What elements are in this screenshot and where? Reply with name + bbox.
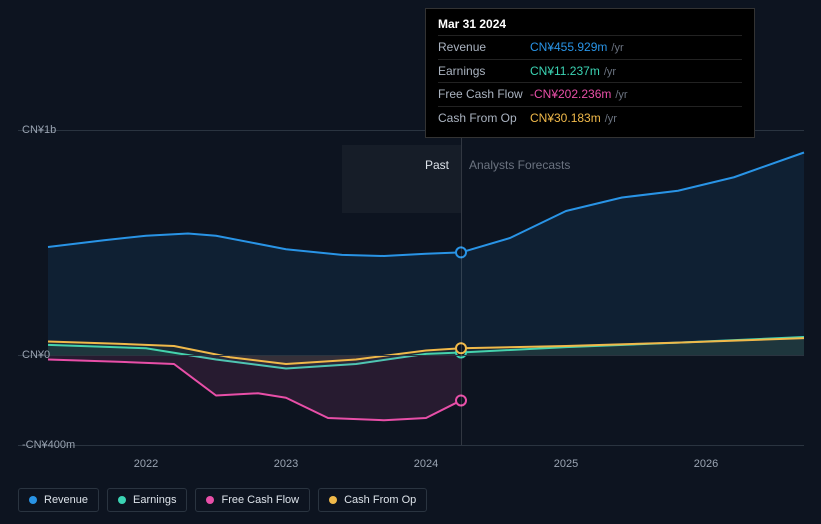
tooltip-row-label: Revenue	[438, 38, 530, 56]
tooltip-row-label: Cash From Op	[438, 109, 530, 127]
legend-item-earnings[interactable]: Earnings	[107, 488, 187, 512]
x-axis-label: 2023	[274, 458, 298, 470]
legend-label: Cash From Op	[344, 494, 416, 506]
chart-legend: Revenue Earnings Free Cash Flow Cash From O…	[18, 488, 427, 512]
tooltip-row-value: CN¥455.929m	[530, 38, 607, 56]
tooltip-row-suffix: /yr	[615, 87, 627, 104]
tooltip-row-suffix: /yr	[605, 111, 617, 128]
chart-tooltip: Mar 31 2024 RevenueCN¥455.929m/yrEarning…	[425, 8, 755, 138]
past-shade-band	[342, 145, 461, 213]
tooltip-row: RevenueCN¥455.929m/yr	[438, 35, 742, 59]
y-axis-label: CN¥0	[22, 349, 50, 361]
tooltip-row-value: -CN¥202.236m	[530, 85, 611, 103]
legend-dot	[29, 496, 37, 504]
gridline	[18, 445, 804, 446]
legend-dot	[206, 496, 214, 504]
legend-label: Free Cash Flow	[221, 494, 299, 506]
x-axis-label: 2022	[134, 458, 158, 470]
tooltip-row-suffix: /yr	[611, 40, 623, 57]
legend-label: Revenue	[44, 494, 88, 506]
y-axis-label: -CN¥400m	[22, 439, 75, 451]
tooltip-row-suffix: /yr	[604, 64, 616, 81]
x-axis-label: 2024	[414, 458, 438, 470]
legend-dot	[118, 496, 126, 504]
tooltip-row-label: Earnings	[438, 62, 530, 80]
legend-label: Earnings	[133, 494, 176, 506]
past-label: Past	[425, 158, 449, 172]
forecast-label: Analysts Forecasts	[469, 158, 570, 172]
tooltip-row: EarningsCN¥11.237m/yr	[438, 59, 742, 83]
legend-item-revenue[interactable]: Revenue	[18, 488, 99, 512]
legend-item-free-cash-flow[interactable]: Free Cash Flow	[195, 488, 310, 512]
tooltip-row-value: CN¥11.237m	[530, 62, 600, 80]
gridline	[18, 355, 804, 356]
tooltip-row: Cash From OpCN¥30.183m/yr	[438, 106, 742, 130]
x-axis-label: 2025	[554, 458, 578, 470]
tooltip-row: Free Cash Flow-CN¥202.236m/yr	[438, 82, 742, 106]
tooltip-title: Mar 31 2024	[438, 17, 742, 31]
tooltip-row-value: CN¥30.183m	[530, 109, 601, 127]
legend-dot	[329, 496, 337, 504]
series-area-fcf	[48, 355, 461, 420]
legend-item-cash-from-op[interactable]: Cash From Op	[318, 488, 427, 512]
tooltip-row-label: Free Cash Flow	[438, 85, 530, 103]
marker-line	[461, 130, 462, 445]
x-axis-label: 2026	[694, 458, 718, 470]
y-axis-label: CN¥1b	[22, 124, 56, 136]
